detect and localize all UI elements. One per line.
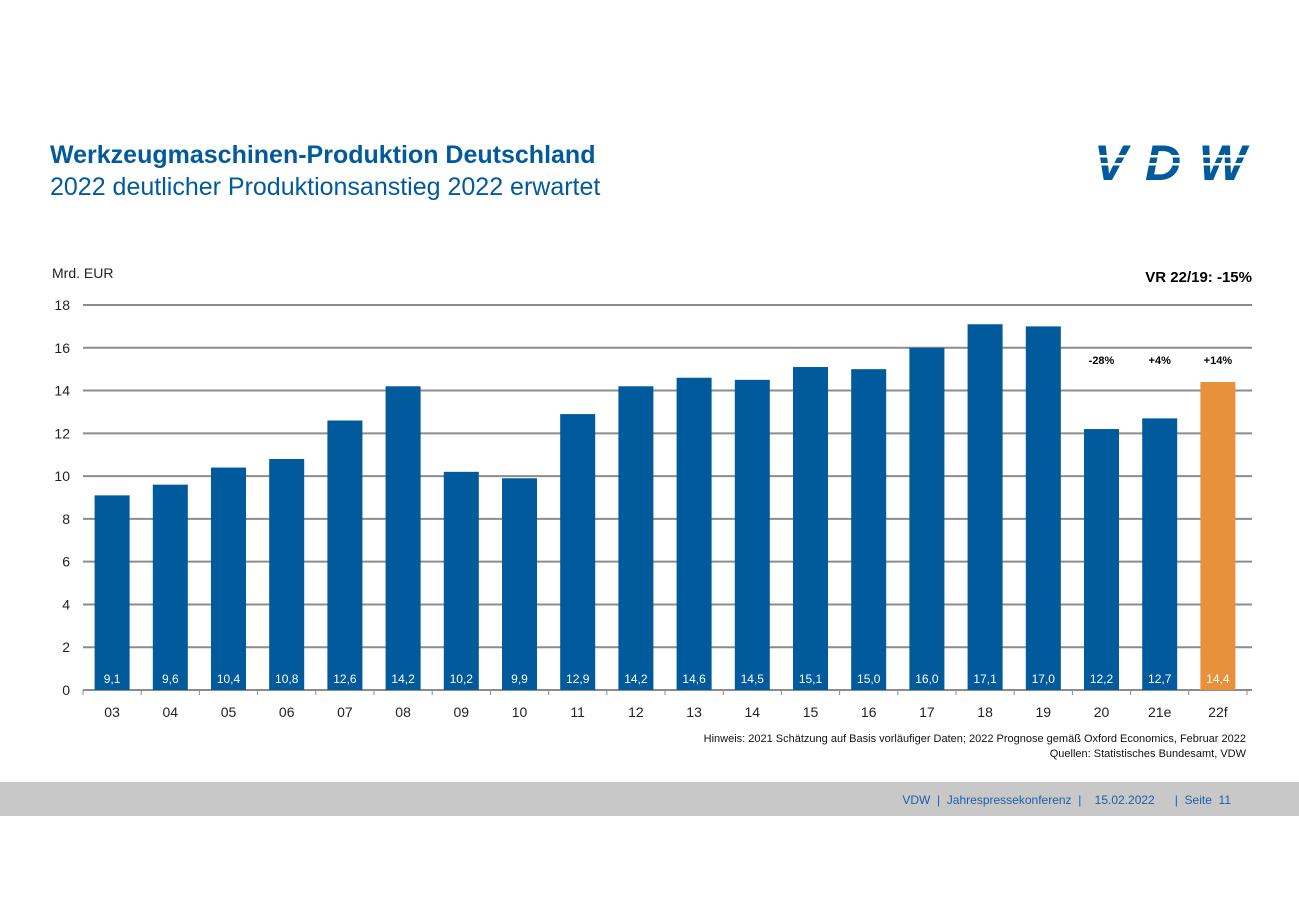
bar-05 bbox=[211, 467, 246, 690]
x-tick-label: 12 bbox=[628, 704, 644, 720]
bar-09 bbox=[443, 471, 479, 690]
x-tick-label: 05 bbox=[221, 704, 237, 720]
footer-bar: VDW | Jahrespressekonferenz | 15.02.2022… bbox=[0, 782, 1299, 816]
data-label: 12,7 bbox=[1148, 672, 1172, 686]
bar-17 bbox=[909, 347, 945, 690]
bar-13 bbox=[676, 377, 712, 690]
data-label: 14,6 bbox=[682, 672, 706, 686]
x-tick-label: 16 bbox=[861, 704, 877, 720]
data-label: 17,1 bbox=[973, 672, 997, 686]
x-tick-label: 15 bbox=[803, 704, 819, 720]
data-label: 17,0 bbox=[1032, 672, 1056, 686]
x-tick-label: 10 bbox=[512, 704, 528, 720]
bar-14 bbox=[734, 379, 770, 690]
footer-text: VDW | Jahrespressekonferenz | 15.02.2022… bbox=[902, 793, 1231, 807]
y-tick-label: 16 bbox=[54, 340, 70, 356]
svg-text:VDW: VDW bbox=[1094, 138, 1250, 183]
x-tick-label: 20 bbox=[1094, 704, 1110, 720]
x-tick-label: 08 bbox=[395, 704, 411, 720]
x-tick-label: 11 bbox=[570, 704, 585, 720]
bar-08 bbox=[385, 386, 421, 690]
data-label: 14,5 bbox=[741, 672, 765, 686]
y-tick-label: 10 bbox=[54, 468, 70, 484]
data-label: 14,2 bbox=[391, 672, 415, 686]
bar-16 bbox=[851, 369, 887, 690]
x-tick-label: 18 bbox=[977, 704, 993, 720]
y-tick-label: 4 bbox=[62, 596, 70, 612]
data-label: 14,4 bbox=[1206, 672, 1230, 686]
data-label: 9,6 bbox=[162, 672, 179, 686]
x-tick-label: 04 bbox=[163, 704, 179, 720]
x-tick-label: 14 bbox=[745, 704, 761, 720]
y-tick-label: 18 bbox=[54, 297, 70, 313]
data-label: 14,2 bbox=[624, 672, 648, 686]
y-axis-label: Mrd. EUR bbox=[52, 265, 114, 281]
x-tick-label: 09 bbox=[454, 704, 470, 720]
bar-11 bbox=[560, 414, 596, 690]
data-label: 12,2 bbox=[1090, 672, 1114, 686]
vdw-logo: VDW bbox=[1090, 138, 1250, 183]
data-label: 12,6 bbox=[333, 672, 357, 686]
page-title: Werkzeugmaschinen-Produktion Deutschland bbox=[50, 141, 596, 169]
y-tick-label: 12 bbox=[54, 425, 70, 441]
data-label: 9,9 bbox=[511, 672, 528, 686]
x-tick-label: 06 bbox=[279, 704, 295, 720]
bar-22f bbox=[1200, 382, 1236, 690]
bar-19 bbox=[1025, 326, 1061, 690]
vr-note: VR 22/19: -15% bbox=[1145, 269, 1252, 286]
data-label: 10,2 bbox=[450, 672, 474, 686]
bar-07 bbox=[327, 420, 363, 690]
change-annotation: +4% bbox=[1149, 355, 1172, 367]
data-label: 10,8 bbox=[275, 672, 299, 686]
x-tick-label: 17 bbox=[919, 704, 935, 720]
data-label: 15,1 bbox=[799, 672, 823, 686]
bar-20 bbox=[1084, 429, 1119, 690]
bar-04 bbox=[152, 484, 188, 690]
data-label: 12,9 bbox=[566, 672, 590, 686]
x-tick-label: 22f bbox=[1208, 704, 1228, 720]
note-hinweis: Hinweis: 2021 Schätzung auf Basis vorläu… bbox=[703, 733, 1246, 745]
change-annotation: -28% bbox=[1089, 355, 1115, 367]
y-tick-label: 0 bbox=[62, 682, 70, 698]
data-label: 9,1 bbox=[104, 672, 121, 686]
data-label: 15,0 bbox=[857, 672, 881, 686]
x-tick-label: 03 bbox=[104, 704, 120, 720]
change-annotation: +14% bbox=[1204, 355, 1233, 367]
page-subtitle: 2022 deutlicher Produktionsanstieg 2022 … bbox=[50, 173, 601, 201]
y-tick-label: 2 bbox=[62, 639, 70, 655]
bar-12 bbox=[618, 386, 654, 690]
bar-18 bbox=[967, 324, 1003, 690]
bar-03 bbox=[94, 495, 130, 690]
bar-21e bbox=[1142, 418, 1178, 690]
bar-10 bbox=[502, 478, 537, 690]
bar-15 bbox=[793, 367, 828, 690]
bar-06 bbox=[269, 459, 305, 690]
data-label: 10,4 bbox=[217, 672, 241, 686]
bar-chart: 0 2 4 6 8 10 12 14 16 18 9,1 03 9,6 04 10,4 05 10,8 06 12,… bbox=[54, 297, 1252, 720]
x-tick-label: 07 bbox=[337, 704, 353, 720]
y-tick-label: 6 bbox=[62, 554, 70, 570]
x-tick-label: 21e bbox=[1148, 704, 1172, 720]
x-tick-label: 19 bbox=[1036, 704, 1052, 720]
data-label: 16,0 bbox=[915, 672, 939, 686]
y-tick-label: 14 bbox=[54, 383, 70, 399]
y-tick-label: 8 bbox=[62, 511, 70, 527]
x-tick-label: 13 bbox=[686, 704, 702, 720]
note-quellen: Quellen: Statistisches Bundesamt, VDW bbox=[1049, 748, 1246, 760]
